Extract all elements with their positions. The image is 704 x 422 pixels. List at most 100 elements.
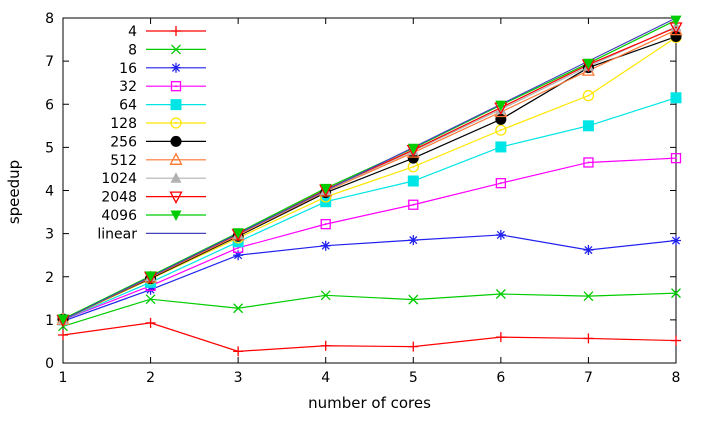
legend-label: 8 <box>128 42 137 58</box>
legend-item-64: 64 <box>119 98 206 114</box>
legend-label: 32 <box>119 79 137 95</box>
axis-ticks <box>62 17 677 364</box>
marker-triangle-down-filled <box>232 228 244 239</box>
legend-label: 512 <box>110 153 137 169</box>
legend-item-1024: 1024 <box>101 171 206 187</box>
x-tick-label: 4 <box>321 370 330 386</box>
legend-label: 1024 <box>101 171 137 187</box>
marker-square-filled <box>170 99 182 111</box>
legend-label: 4 <box>128 24 137 40</box>
marker-asterisk <box>408 235 419 246</box>
y-tick-label: 2 <box>45 270 54 286</box>
marker-plus <box>320 340 331 351</box>
marker-plus <box>58 329 68 340</box>
marker-asterisk <box>320 240 331 251</box>
marker-circle-open <box>582 89 595 102</box>
legend-item-4096: 4096 <box>101 208 206 224</box>
marker-asterisk <box>495 229 506 240</box>
marker-triangle-down-open <box>169 191 183 205</box>
marker-square-filled <box>582 120 594 132</box>
y-tick-label: 4 <box>45 184 54 200</box>
marker-square-open <box>408 199 419 210</box>
legend-label: 256 <box>110 134 137 150</box>
legend-item-256: 256 <box>110 134 206 150</box>
legend-item-512: 512 <box>110 152 206 169</box>
series-16-line <box>62 234 677 322</box>
legend-item-32: 32 <box>119 79 206 95</box>
marker-cross <box>233 303 244 314</box>
marker-cross <box>583 291 594 302</box>
x-tick-label: 8 <box>672 370 681 386</box>
marker-plus <box>583 333 594 344</box>
legend-label: 4096 <box>101 208 137 224</box>
legend-label: 2048 <box>101 190 137 206</box>
marker-plus <box>171 26 181 36</box>
marker-circle-filled <box>495 113 507 125</box>
marker-cross <box>145 294 156 305</box>
legend-item-16: 16 <box>119 61 206 77</box>
x-tick-label: 2 <box>146 370 155 386</box>
marker-asterisk <box>233 250 244 261</box>
y-tick-label: 0 <box>45 356 54 372</box>
marker-triangle-up-open <box>169 152 183 165</box>
marker-triangle-down-filled <box>57 314 69 326</box>
legend-label: 128 <box>110 116 137 132</box>
marker-triangle-down-filled <box>145 271 157 282</box>
x-axis-label: number of cores <box>308 394 431 412</box>
marker-circle-open <box>495 124 507 136</box>
series-8-line <box>62 292 677 327</box>
series-4096-markers <box>57 15 682 326</box>
series-64-line <box>62 97 677 321</box>
marker-triangle-down-filled <box>495 100 507 112</box>
marker-triangle-down-filled <box>670 15 682 27</box>
marker-asterisk <box>171 62 181 73</box>
marker-plus <box>408 341 419 352</box>
y-tick-label: 1 <box>45 313 54 329</box>
marker-square-open <box>583 157 594 168</box>
series-4-line <box>62 322 677 352</box>
x-tick-label: 5 <box>409 370 418 386</box>
series-lines <box>62 17 677 352</box>
marker-triangle-down-filled <box>320 183 332 195</box>
marker-circle-filled <box>670 31 682 43</box>
series-256-line <box>62 35 677 320</box>
y-axis-label: speedup <box>5 159 23 225</box>
y-tick-label: 3 <box>45 227 54 243</box>
marker-plus <box>233 346 244 357</box>
legend-label: 64 <box>119 98 137 114</box>
marker-cross <box>320 290 331 301</box>
x-tick-label: 1 <box>59 370 68 386</box>
marker-cross <box>671 288 681 299</box>
series-32-line <box>62 157 677 321</box>
y-tick-label: 7 <box>45 54 54 70</box>
legend-item-2048: 2048 <box>101 190 206 206</box>
marker-triangle-down-filled <box>582 58 594 70</box>
legend-label: linear <box>97 226 137 242</box>
marker-triangle-up-filled <box>170 172 182 183</box>
y-tick-label: 5 <box>45 140 54 156</box>
legend-label: 16 <box>119 61 137 77</box>
y-tick-label: 6 <box>45 97 54 113</box>
marker-plus <box>671 335 681 346</box>
x-tick-label: 6 <box>496 370 505 386</box>
legend-item-4: 4 <box>128 24 206 40</box>
marker-asterisk <box>671 235 681 246</box>
marker-triangle-down-filled <box>407 143 419 155</box>
series-32-markers <box>57 153 682 326</box>
legend-item-8: 8 <box>128 42 206 58</box>
marker-plus <box>145 317 156 328</box>
marker-square-filled <box>670 92 682 104</box>
marker-square-open <box>670 153 682 164</box>
x-tick-label: 7 <box>584 370 593 386</box>
marker-square-open <box>320 218 331 230</box>
marker-asterisk <box>583 245 594 256</box>
legend: 4 8 16 32 64 128 256 512 1024 2048 4096 linear <box>97 24 206 242</box>
x-tick-label: 3 <box>234 370 243 386</box>
marker-square-filled <box>407 175 419 187</box>
marker-triangle-down-filled <box>170 210 182 221</box>
marker-circle-filled <box>407 152 419 164</box>
marker-square-open <box>170 81 182 92</box>
